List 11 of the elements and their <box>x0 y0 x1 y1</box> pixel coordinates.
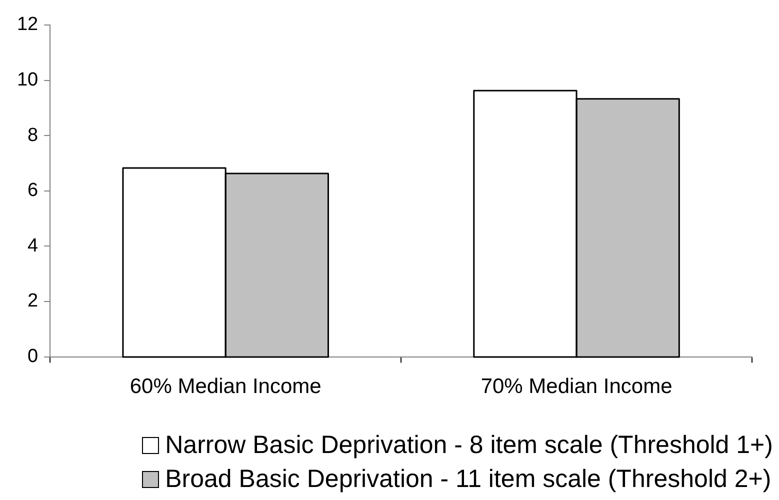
legend-label: Broad Basic Deprivation - 11 item scale (Threshold 2+) <box>165 464 772 495</box>
y-tick-label: 0 <box>28 346 38 368</box>
y-tick-label: 12 <box>16 14 38 36</box>
y-tick-label: 10 <box>16 70 38 91</box>
x-tick-label: 60% Median Income <box>130 375 322 398</box>
y-tick-label: 8 <box>28 124 38 146</box>
y-tick-label: 6 <box>28 180 38 202</box>
x-tick-label: 70% Median Income <box>480 375 672 398</box>
y-tick-label: 2 <box>28 290 38 312</box>
legend-label: Narrow Basic Deprivation - 8 item scale (Threshold 1+) <box>165 430 773 461</box>
y-tick-label: 4 <box>28 235 39 256</box>
